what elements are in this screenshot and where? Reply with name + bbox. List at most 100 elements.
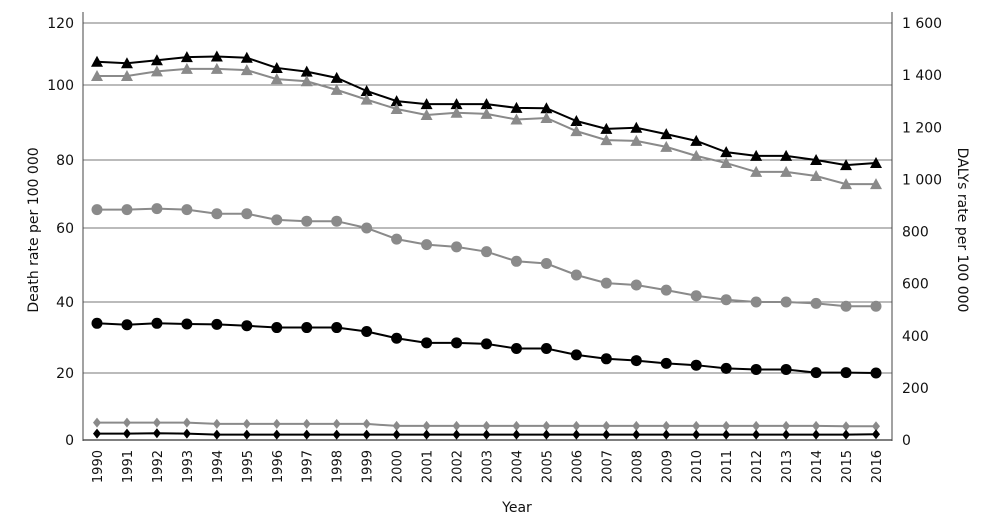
x-tick-label: 2013 [780, 450, 795, 483]
data-point [750, 149, 763, 161]
data-point [241, 208, 253, 220]
data-point [93, 428, 101, 439]
data-point [872, 429, 880, 440]
data-point [391, 233, 403, 245]
data-point [540, 343, 552, 355]
data-point [301, 215, 313, 227]
data-point [91, 70, 103, 82]
data-point [870, 300, 882, 312]
y2-tick-label: 1 400 [902, 68, 942, 84]
data-point [872, 421, 880, 432]
data-point [210, 62, 223, 74]
data-point [212, 429, 221, 440]
data-point [600, 122, 613, 134]
data-point [182, 428, 191, 439]
y-tick-label: 100 [47, 78, 74, 94]
data-point [750, 363, 762, 375]
y-tick-label: 20 [56, 366, 74, 382]
series-circle-2 [91, 203, 882, 312]
data-point [542, 420, 551, 431]
data-point [391, 332, 403, 344]
y2-tick-label: 200 [902, 381, 929, 397]
data-point [450, 98, 463, 110]
data-point [752, 429, 761, 440]
data-point [632, 420, 641, 431]
data-point [570, 269, 582, 281]
data-point [540, 102, 553, 114]
data-point [240, 51, 253, 63]
data-point [270, 73, 283, 85]
data-point [241, 320, 253, 332]
x-tick-label: 1992 [151, 450, 166, 483]
left-axis-ticks: 0 20 40 60 80 100 120 [47, 16, 74, 449]
x-tick-label: 1994 [211, 450, 226, 483]
x-tick-label: 2010 [690, 450, 705, 483]
y2-axis-title: DALYs rate per 100 000 [954, 148, 970, 313]
data-point [810, 169, 823, 181]
data-point [91, 317, 103, 329]
data-point [782, 429, 791, 440]
data-point [420, 98, 433, 110]
x-tick-label: 2008 [630, 450, 645, 483]
data-point [272, 418, 281, 429]
data-point [120, 70, 133, 82]
data-point [93, 417, 101, 428]
y2-tick-label: 1 000 [902, 172, 942, 188]
data-point [180, 62, 193, 74]
right-axis-ticks: 0 200 400 600 800 1 000 1 200 1 400 1 600 [902, 16, 942, 449]
data-point [451, 241, 463, 253]
data-point [211, 318, 223, 330]
y2-tick-label: 600 [902, 277, 929, 293]
data-point [332, 429, 341, 440]
x-tick-label: 2015 [840, 450, 855, 483]
data-point [270, 61, 283, 73]
x-tick-label: 1997 [301, 450, 316, 483]
data-point [151, 317, 163, 329]
data-point [332, 418, 341, 429]
data-point [180, 51, 193, 63]
data-point [690, 290, 702, 302]
data-point [542, 429, 551, 440]
data-point [780, 363, 792, 375]
data-point [572, 429, 581, 440]
x-tick-label: 2011 [720, 450, 735, 483]
x-tick-label: 2001 [421, 450, 436, 483]
data-point [602, 420, 611, 431]
data-point [720, 362, 732, 374]
data-point [421, 239, 433, 251]
series-line [97, 67, 876, 186]
data-point [150, 54, 163, 66]
data-point [302, 418, 311, 429]
y-tick-label: 120 [47, 16, 74, 32]
data-point [720, 157, 733, 169]
data-point [242, 429, 251, 440]
data-point [812, 420, 821, 431]
data-point [780, 149, 793, 161]
data-point [720, 146, 733, 158]
data-point [300, 65, 313, 77]
data-point [390, 95, 403, 107]
data-point [840, 367, 852, 379]
y2-tick-label: 1 600 [902, 16, 942, 32]
x-tick-label: 1993 [181, 450, 196, 483]
data-point [810, 297, 822, 309]
x-tick-label: 1990 [91, 450, 106, 483]
data-point [422, 420, 431, 431]
x-tick-label: 2003 [481, 450, 496, 483]
data-point [120, 57, 133, 69]
data-point [452, 420, 461, 431]
data-point [480, 98, 493, 110]
data-point [600, 277, 612, 289]
data-point [722, 420, 731, 431]
data-point [91, 204, 103, 216]
data-point [121, 204, 133, 216]
data-point [570, 115, 583, 126]
data-point [210, 50, 223, 62]
x-tick-label: 2005 [540, 450, 555, 483]
data-point [662, 429, 671, 440]
x-tick-label: 2012 [750, 450, 765, 483]
data-point [540, 258, 552, 270]
series-circle-3 [91, 317, 882, 379]
series-line [97, 207, 876, 308]
